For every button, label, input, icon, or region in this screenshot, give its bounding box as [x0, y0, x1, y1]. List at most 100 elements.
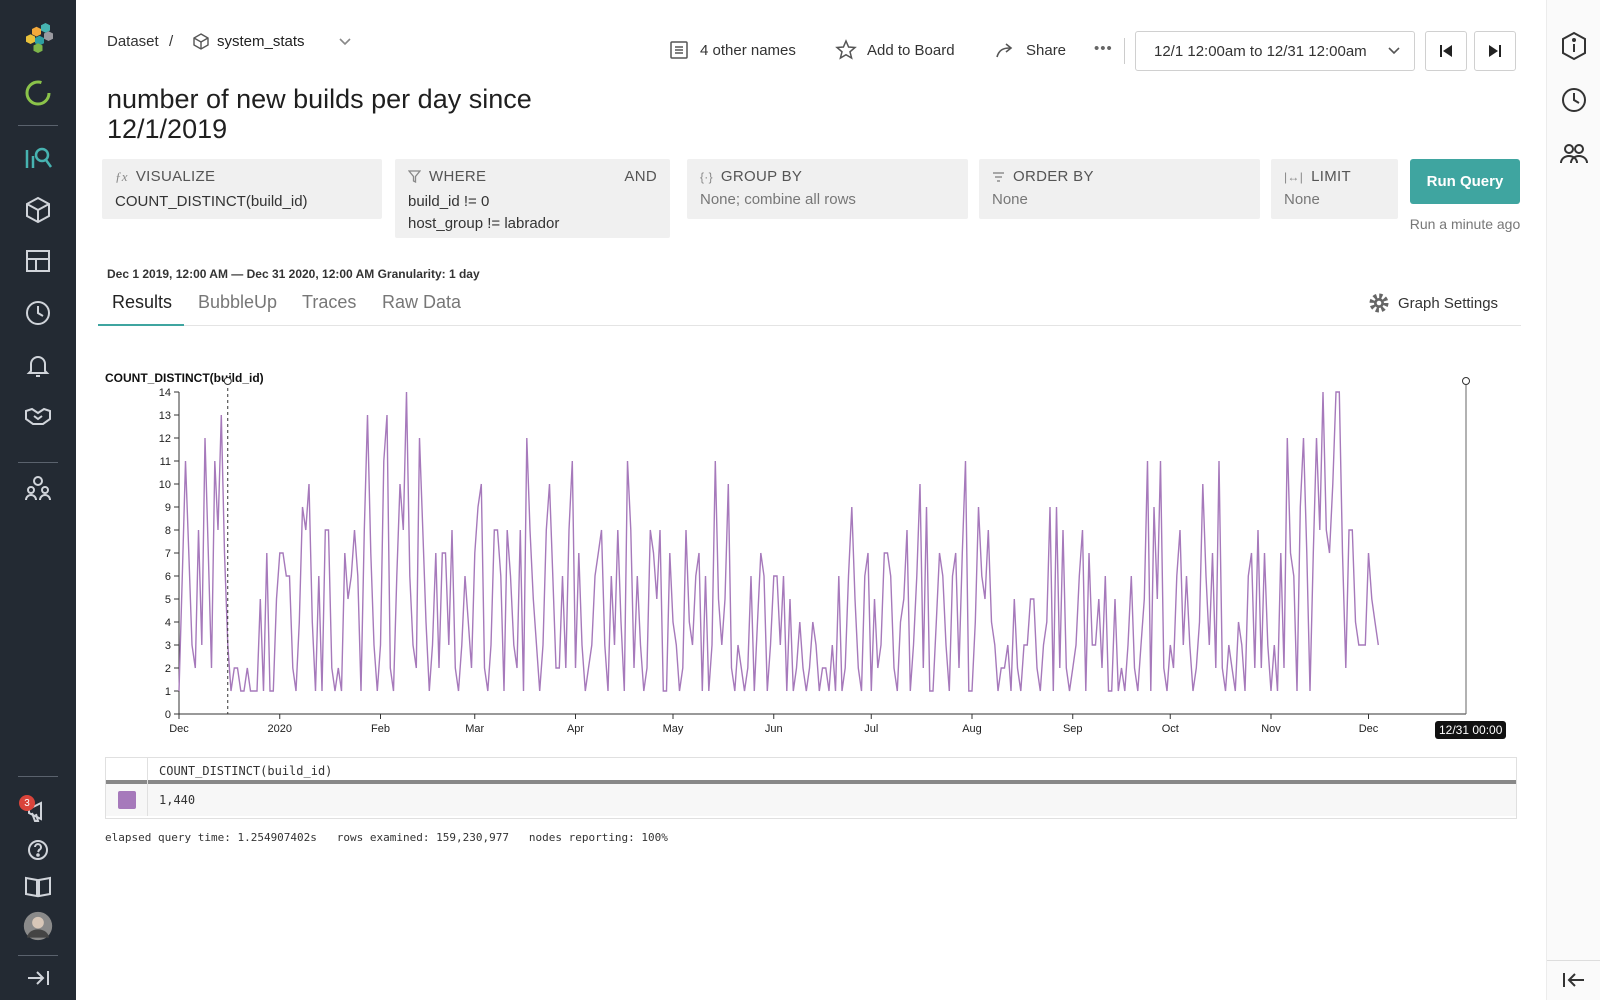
x-tick-label: 2020 — [268, 723, 292, 735]
x-tick-label: Jul — [864, 723, 878, 735]
breadcrumb-dataset[interactable]: Dataset — [107, 33, 159, 50]
x-tick-label: Nov — [1261, 723, 1281, 735]
order-by-clause[interactable]: ORDER BY None — [979, 159, 1260, 219]
integrations-handshake-icon[interactable] — [18, 396, 58, 436]
y-tick-label: 12 — [159, 433, 171, 445]
page-title[interactable]: number of new builds per day since 12/1/… — [107, 84, 532, 144]
where-filter: build_id != 0 — [408, 193, 490, 210]
group-by-clause[interactable]: {·} GROUP BY None; combine all rows — [687, 159, 968, 219]
y-tick-label: 1 — [165, 686, 171, 698]
share-label: Share — [1026, 41, 1067, 59]
order-by-value: None — [992, 191, 1028, 208]
x-tick-label: Feb — [371, 723, 390, 735]
y-tick-label: 9 — [165, 502, 171, 514]
y-tick-label: 10 — [159, 479, 171, 491]
order-by-label: ORDER BY — [1013, 168, 1094, 185]
legend-row[interactable]: 1,440 — [106, 784, 1516, 816]
visualize-clause[interactable]: ƒx VISUALIZE COUNT_DISTINCT(build_id) — [102, 159, 382, 219]
legend-header: COUNT_DISTINCT(build_id) — [106, 758, 1516, 784]
y-tick-label: 0 — [165, 709, 171, 721]
boards-icon[interactable] — [18, 241, 58, 281]
query-stats: elapsed query time: 1.254907402s rows ex… — [105, 831, 668, 844]
datasets-icon[interactable] — [18, 190, 58, 230]
query-icon[interactable] — [18, 137, 58, 177]
docs-book-icon[interactable] — [18, 866, 58, 906]
graph-settings-button[interactable]: Graph Settings — [1368, 292, 1498, 314]
previous-range-button[interactable] — [1425, 31, 1467, 71]
nav-divider — [18, 462, 58, 463]
limit-clause[interactable]: |↔| LIMIT None — [1271, 159, 1398, 219]
y-tick-label: 6 — [165, 571, 171, 583]
share-button[interactable]: Share — [994, 39, 1066, 61]
series-color-swatch[interactable] — [118, 791, 136, 809]
tab-raw-data[interactable]: Raw Data — [382, 292, 462, 312]
tab-bar-line — [98, 325, 1521, 326]
tab-bubbleup[interactable]: BubbleUp — [198, 292, 278, 312]
run-query-button[interactable]: Run Query — [1410, 159, 1520, 204]
chevron-down-icon[interactable] — [338, 36, 352, 48]
dataset-cube-icon — [193, 33, 209, 50]
breadcrumb-dataset-name[interactable]: system_stats — [217, 33, 305, 50]
y-tick-label: 5 — [165, 594, 171, 606]
x-tick-label: Oct — [1162, 723, 1179, 735]
other-names-button[interactable]: 4 other names — [668, 39, 796, 61]
where-and-label: AND — [624, 168, 657, 185]
cursor-time-label: 12/31 00:00 — [1435, 721, 1507, 739]
breadcrumb-separator: / — [169, 33, 174, 50]
nav-divider — [18, 776, 58, 777]
more-actions-button[interactable]: ••• — [1094, 40, 1113, 57]
rail-divider — [1547, 960, 1600, 961]
graph-settings-label: Graph Settings — [1398, 294, 1499, 312]
limit-label: LIMIT — [1311, 168, 1351, 185]
y-tick-label: 2 — [165, 663, 171, 675]
y-tick-label: 3 — [165, 640, 171, 652]
team-activity-icon[interactable] — [1559, 139, 1589, 169]
chevron-down-icon — [1388, 47, 1400, 55]
y-tick-label: 4 — [165, 617, 171, 629]
announcements-megaphone-icon[interactable] — [18, 792, 58, 832]
collapse-rail-icon[interactable] — [1559, 965, 1589, 995]
honeycomb-logo-icon[interactable] — [18, 18, 58, 58]
where-filter: host_group != labrador — [408, 215, 560, 232]
tab-results[interactable]: Results — [112, 292, 173, 312]
x-tick-label: May — [663, 723, 684, 735]
legend-total-value: 1,440 — [159, 793, 196, 807]
query-history-icon[interactable] — [1559, 85, 1589, 115]
tab-traces[interactable]: Traces — [302, 292, 357, 312]
x-tick-label: Mar — [465, 723, 484, 735]
visualize-label: VISUALIZE — [135, 168, 216, 185]
nav-divider — [18, 955, 58, 956]
sort-icon — [993, 172, 1004, 182]
user-avatar[interactable] — [18, 906, 58, 946]
add-to-board-button[interactable]: Add to Board — [835, 39, 955, 61]
main-content: Dataset / system_stats 4 other names Add… — [76, 0, 1546, 1000]
group-by-label: GROUP BY — [720, 168, 803, 185]
loading-ring-icon — [18, 73, 58, 113]
right-rail — [1546, 0, 1600, 1000]
group-by-value: None; combine all rows — [700, 191, 856, 208]
legend-table: COUNT_DISTINCT(build_id) 1,440 — [105, 757, 1517, 819]
info-icon[interactable] — [1559, 31, 1589, 61]
where-label: WHERE — [429, 168, 487, 185]
series-line — [178, 391, 1379, 692]
help-icon[interactable] — [18, 830, 58, 870]
history-icon[interactable] — [18, 293, 58, 333]
where-clause[interactable]: WHERE AND build_id != 0 host_group != lab… — [395, 159, 670, 238]
next-range-button[interactable] — [1474, 31, 1516, 71]
y-tick-label: 13 — [159, 410, 171, 422]
result-time-range: Dec 1 2019, 12:00 AM — Dec 31 2020, 12:0… — [107, 267, 480, 281]
function-icon: ƒx — [115, 168, 128, 184]
x-tick-label: Jun — [765, 723, 783, 735]
list-icon — [670, 41, 688, 59]
notification-badge: 3 — [19, 795, 35, 811]
share-arrow-icon — [996, 43, 1013, 58]
expand-sidebar-icon[interactable] — [18, 958, 58, 998]
team-icon[interactable] — [18, 468, 58, 508]
end-cursor-handle-icon — [1462, 377, 1470, 385]
triggers-bell-icon[interactable] — [18, 345, 58, 385]
time-range-picker[interactable]: 12/1 12:00am to 12/31 12:00am — [1135, 31, 1415, 71]
skip-forward-icon — [1489, 45, 1501, 57]
active-tab-indicator — [98, 324, 184, 326]
y-tick-label: 8 — [165, 525, 171, 537]
